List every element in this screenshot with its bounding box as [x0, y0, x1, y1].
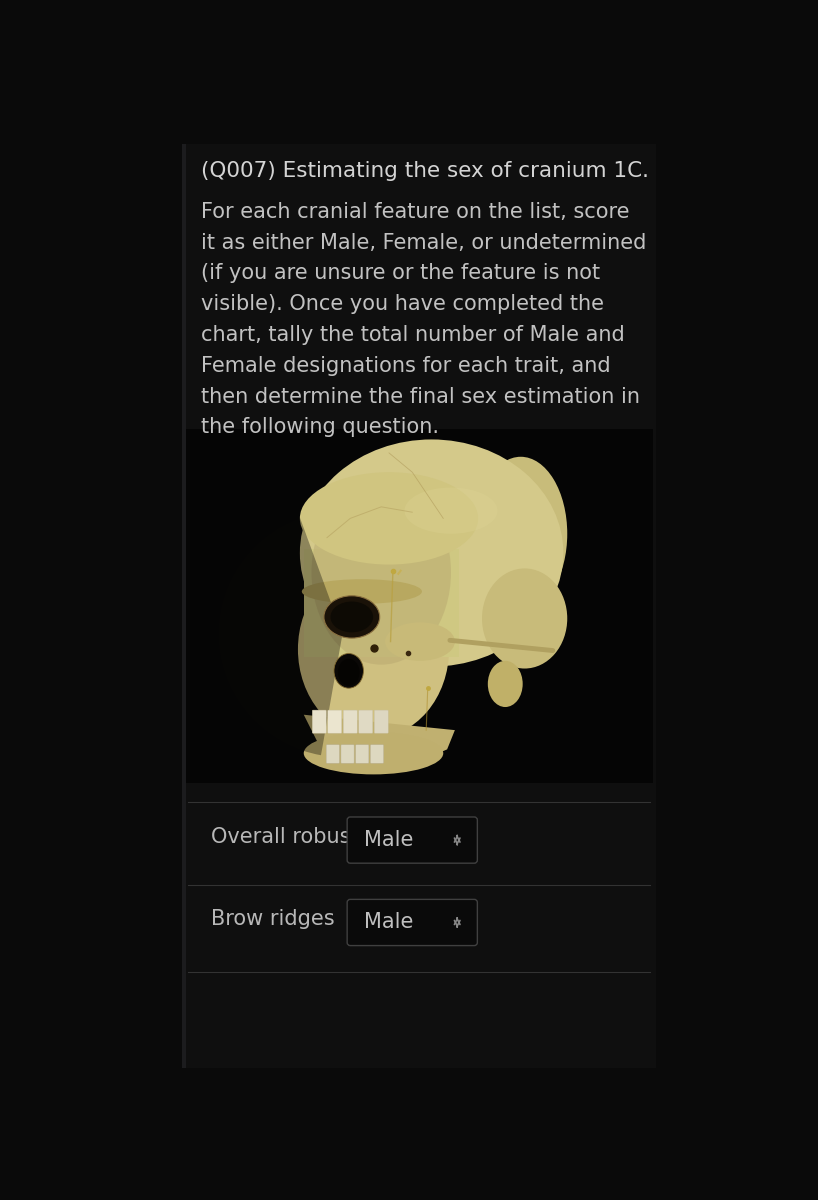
- Ellipse shape: [300, 472, 479, 564]
- FancyBboxPatch shape: [359, 710, 373, 733]
- Ellipse shape: [298, 560, 449, 738]
- Bar: [182, 144, 656, 1068]
- FancyBboxPatch shape: [375, 710, 389, 733]
- Text: Male: Male: [364, 830, 414, 850]
- Bar: [303, 550, 459, 656]
- FancyBboxPatch shape: [356, 745, 369, 763]
- Ellipse shape: [312, 480, 451, 665]
- FancyArrowPatch shape: [450, 641, 553, 650]
- Text: then determine the final sex estimation in: then determine the final sex estimation …: [201, 386, 640, 407]
- Bar: [182, 144, 186, 1068]
- FancyBboxPatch shape: [344, 710, 357, 733]
- Ellipse shape: [385, 623, 455, 661]
- Ellipse shape: [330, 601, 373, 632]
- Ellipse shape: [474, 457, 567, 611]
- FancyBboxPatch shape: [371, 745, 384, 763]
- Text: (Q007) Estimating the sex of cranium 1C.: (Q007) Estimating the sex of cranium 1C.: [201, 161, 649, 181]
- FancyBboxPatch shape: [341, 745, 354, 763]
- Ellipse shape: [302, 580, 422, 604]
- Text: Female designations for each trait, and: Female designations for each trait, and: [201, 355, 611, 376]
- Ellipse shape: [482, 569, 567, 668]
- Ellipse shape: [404, 487, 497, 534]
- FancyBboxPatch shape: [328, 710, 342, 733]
- Text: visible). Once you have completed the: visible). Once you have completed the: [201, 294, 605, 314]
- Ellipse shape: [303, 732, 443, 774]
- Ellipse shape: [300, 439, 564, 666]
- Text: (if you are unsure or the feature is not: (if you are unsure or the feature is not: [201, 263, 600, 283]
- Ellipse shape: [334, 654, 363, 688]
- Ellipse shape: [338, 659, 360, 686]
- Text: Brow ridges: Brow ridges: [211, 910, 335, 929]
- FancyBboxPatch shape: [312, 710, 326, 733]
- FancyBboxPatch shape: [347, 817, 478, 863]
- Text: chart, tally the total number of Male and: chart, tally the total number of Male an…: [201, 325, 625, 344]
- FancyBboxPatch shape: [326, 745, 339, 763]
- Text: Overall robusticity: Overall robusticity: [211, 827, 402, 847]
- Polygon shape: [303, 715, 455, 769]
- Text: For each cranial feature on the list, score: For each cranial feature on the list, sc…: [201, 202, 630, 222]
- Ellipse shape: [488, 661, 523, 707]
- Bar: [186, 428, 653, 784]
- Wedge shape: [218, 518, 343, 755]
- Ellipse shape: [324, 595, 380, 638]
- Text: it as either Male, Female, or undetermined: it as either Male, Female, or undetermin…: [201, 233, 647, 252]
- Text: Male: Male: [364, 912, 414, 932]
- Text: the following question.: the following question.: [201, 418, 439, 437]
- FancyBboxPatch shape: [347, 899, 478, 946]
